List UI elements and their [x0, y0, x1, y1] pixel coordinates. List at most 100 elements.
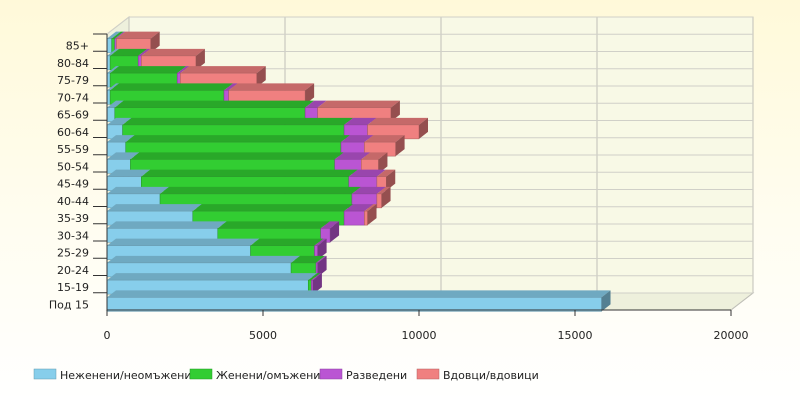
y-tick-label: 70-74	[57, 91, 89, 104]
bar-75-79-0-top	[107, 66, 120, 74]
bar-60-64-1-top	[122, 117, 354, 125]
y-tick-label: 60-64	[57, 126, 89, 139]
x-tick-label: 0	[104, 329, 111, 342]
bar-45-49-3-top	[376, 169, 396, 177]
bar-45-49-1-top	[141, 169, 358, 177]
bar-35-39-2	[343, 210, 365, 226]
y-tick-label: 25-29	[57, 247, 89, 260]
bar-15-19-2-side	[312, 273, 322, 295]
legend-label-0: Неженени/неомъжени	[60, 369, 192, 382]
bar-15-19-0-top	[107, 273, 318, 281]
y-tick-label: Под 15	[49, 298, 89, 311]
bar-20-24-1-top	[291, 255, 326, 263]
y-tick-label: 55-59	[57, 143, 89, 156]
bar-30-34-2-side	[330, 221, 340, 243]
bar-65-69-1-top	[114, 100, 315, 108]
bar-25-29-2-top	[314, 238, 327, 246]
bar-65-69-3-top	[317, 100, 400, 108]
bar-85+-0	[106, 38, 112, 53]
bar-35-39-3-side	[367, 204, 377, 226]
y-tick-label: 20-24	[57, 264, 89, 277]
bar-70-74-3-top	[228, 83, 315, 91]
bar-85+-0-top	[107, 31, 121, 39]
bar-55-59-0-top	[107, 135, 135, 143]
bar-35-39-3	[364, 210, 368, 226]
legend-swatch-2	[319, 368, 343, 380]
legend-swatch-0	[33, 368, 57, 380]
bar-75-79-3-top	[180, 66, 266, 74]
bar-50-54-1-top	[130, 152, 344, 160]
bar-55-59-2-top	[341, 135, 374, 143]
bar-45-49-3-side	[386, 169, 396, 191]
bar-20-24-2-top	[316, 255, 327, 263]
bar-40-44-3-side	[381, 186, 391, 208]
hgrid-left	[106, 16, 130, 35]
bar-60-64-0-top	[107, 117, 132, 125]
bar-50-54-0-top	[107, 152, 140, 160]
bar-35-39-0-top	[107, 204, 202, 212]
bar-40-44-2-top	[351, 186, 386, 194]
bar-20-24-2-side	[317, 255, 327, 277]
bar-15-19-1-top	[308, 273, 321, 281]
bar-80-84-0-top	[107, 48, 120, 56]
legend-swatch-1	[189, 368, 213, 380]
bar-25-29-0-top	[107, 238, 260, 246]
gridline-floor-20000	[730, 292, 754, 311]
bar-75-79-1-top	[110, 66, 187, 74]
y-tick-label: 50-54	[57, 160, 89, 173]
bar-60-64-3-side	[419, 117, 428, 139]
bar-30-34-0-top	[107, 221, 227, 229]
bar-50-54-2-top	[334, 152, 371, 160]
bar-80-84-3-top	[141, 48, 205, 56]
bar-65-69-3-side	[390, 100, 400, 122]
bar-70-74-1-top	[110, 83, 233, 91]
bar-70-74-2-top	[224, 83, 238, 91]
bar-85+-2-top	[114, 31, 126, 39]
bar-45-49-2-top	[348, 169, 386, 177]
bar-80-84-2-top	[138, 48, 151, 56]
y-tick-label: 40-44	[57, 195, 89, 208]
bar-60-64-3-top	[367, 117, 428, 125]
bar-40-44-3-top	[376, 186, 391, 194]
bar-75-79-3-side	[256, 66, 266, 88]
bar-60-64-2-top	[344, 117, 377, 125]
bar-40-44-1-top	[160, 186, 361, 194]
bar-85+-3-side	[150, 31, 160, 53]
y-tick-label: 35-39	[57, 212, 89, 225]
x-tick-label: 5000	[249, 329, 277, 342]
bar-35-39-1-top	[192, 204, 354, 212]
bar-50-54-3-top	[361, 152, 388, 160]
bar-Под-15-0-side	[601, 290, 611, 312]
bar-Под-15-0-top	[107, 290, 611, 298]
x-tick-label: 20000	[714, 329, 749, 342]
bar-25-29-2-side	[317, 238, 327, 260]
y-tick-label: 80-84	[57, 57, 89, 70]
x-tick-label: 10000	[402, 329, 437, 342]
bar-85+-1-top	[111, 31, 124, 39]
bar-50-54-3-side	[378, 152, 388, 174]
y-tick-label: 45-49	[57, 178, 89, 191]
bar-80-84-1-top	[110, 48, 148, 56]
y-tick-label: 75-79	[57, 74, 89, 87]
bar-30-34-2-top	[320, 221, 340, 229]
bar-85+-3-top	[116, 31, 160, 39]
bar-70-74-3-side	[305, 83, 315, 105]
bar-65-69-0-top	[107, 100, 124, 108]
bar-65-69-0	[106, 107, 116, 122]
legend-swatch-3	[416, 368, 440, 380]
bar-70-74-0-top	[107, 83, 120, 91]
y-tick-label: 65-69	[57, 109, 89, 122]
bar-30-34-1-top	[217, 221, 330, 229]
bar-40-44-3	[376, 193, 382, 209]
bar-80-84-3-side	[195, 48, 205, 70]
bar-35-39-3-top	[364, 204, 377, 212]
y-tick-label: 30-34	[57, 229, 89, 242]
bar-40-44-0-top	[107, 186, 170, 194]
bar-65-69-2-top	[305, 100, 327, 108]
y-tick-label: 85+	[66, 40, 89, 53]
bar-55-59-1-top	[125, 135, 350, 143]
bar-15-19-2-top	[311, 273, 322, 281]
bar-Под-15-0	[106, 297, 602, 312]
